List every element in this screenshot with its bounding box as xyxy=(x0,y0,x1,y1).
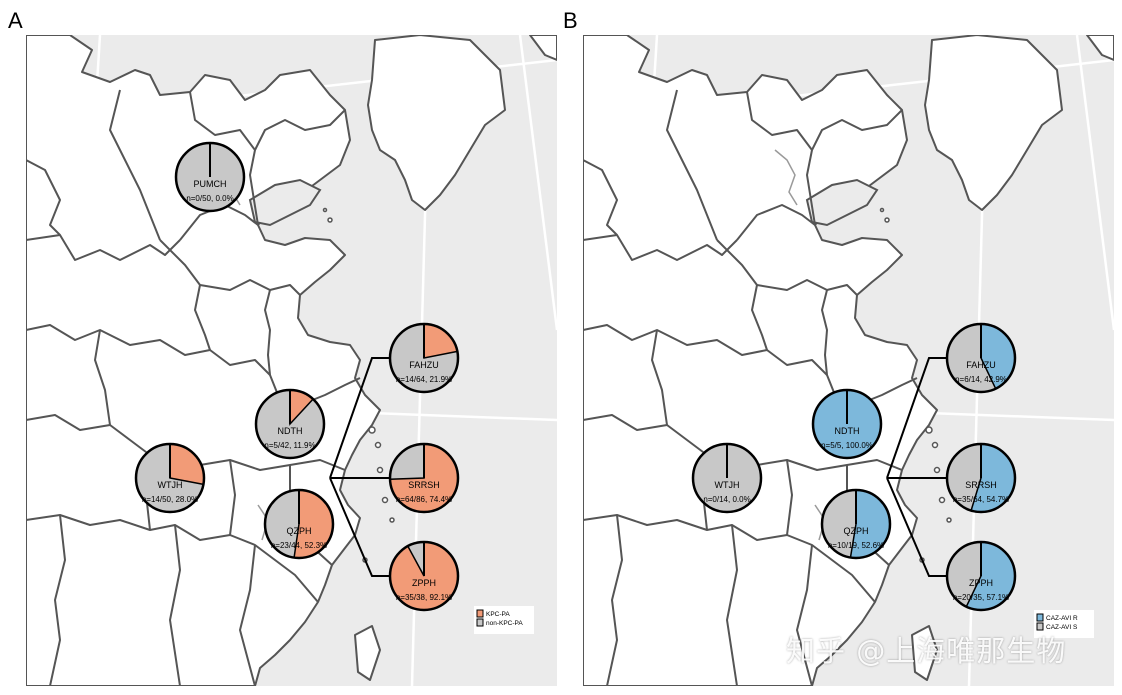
pie-zpph-panel-a: ZPPH n=35/38, 92.1% xyxy=(388,540,460,612)
legend-swatch xyxy=(476,618,484,627)
legend-label: CAZ-AVI S xyxy=(1046,624,1078,631)
legend-label: non-KPC-PA xyxy=(486,620,523,627)
panel-b-map xyxy=(583,35,1114,686)
pie-srrsh-panel-a: SRRSH n=64/86, 74.4% xyxy=(388,442,460,514)
pie-ndth-panel-a: NDTH n=5/42, 11.9% xyxy=(254,388,326,460)
pie-outline xyxy=(254,388,326,460)
pie-outline xyxy=(945,322,1017,394)
pie-site-stat: n=23/44, 52.3% xyxy=(271,541,327,550)
legend-label: CAZ-AVI R xyxy=(1046,615,1078,622)
pie-site-name: QZPH xyxy=(286,526,311,536)
legend-box xyxy=(1034,610,1094,638)
legend-swatch xyxy=(1036,613,1044,622)
legend-panel-a: KPC-PA non-KPC-PA xyxy=(474,606,534,634)
pie-outline xyxy=(174,141,246,213)
pie-site-name: NDTH xyxy=(278,426,303,436)
legend-panel-b: CAZ-AVI R CAZ-AVI S xyxy=(1034,610,1094,638)
panel-a-letter: A xyxy=(8,8,23,33)
pie-outline xyxy=(388,540,460,612)
pie-outline xyxy=(134,442,206,514)
pie-qzph-panel-b: QZPH n=10/19, 52.6% xyxy=(820,488,892,560)
pie-site-name: ZPPH xyxy=(969,578,993,588)
pie-outline xyxy=(263,488,335,560)
pie-site-name: WTJH xyxy=(158,480,183,490)
pie-site-name: SRRSH xyxy=(965,480,997,490)
pie-outline xyxy=(388,442,460,514)
pie-site-stat: n=0/50, 0.0% xyxy=(186,194,233,203)
pie-outline xyxy=(820,488,892,560)
pie-fahzu-panel-b: FAHZU n=6/14, 42.9% xyxy=(945,322,1017,394)
panel-a-map xyxy=(26,35,557,686)
pie-site-stat: n=35/64, 54.7% xyxy=(953,495,1009,504)
pie-site-stat: n=10/19, 52.6% xyxy=(828,541,884,550)
pie-site-stat: n=35/38, 92.1% xyxy=(396,593,452,602)
pie-site-name: SRRSH xyxy=(408,480,440,490)
pie-site-name: PUMCH xyxy=(194,179,227,189)
pie-site-name: QZPH xyxy=(843,526,868,536)
pie-site-stat: n=5/42, 11.9% xyxy=(264,441,315,450)
pie-site-name: NDTH xyxy=(835,426,860,436)
pie-ndth-panel-b: NDTH n=5/5, 100.0% xyxy=(811,388,883,460)
pie-site-stat: n=14/50, 28.0% xyxy=(142,495,198,504)
pie-outline xyxy=(388,322,460,394)
legend-label: KPC-PA xyxy=(486,611,510,618)
panel-a-connectors xyxy=(329,357,390,577)
pie-outline xyxy=(945,442,1017,514)
pie-site-name: WTJH xyxy=(715,480,740,490)
pie-pumch-panel-a: PUMCH n=0/50, 0.0% xyxy=(174,141,246,213)
pie-zpph-panel-b: ZPPH n=20/35, 57.1% xyxy=(945,540,1017,612)
pie-wtjh-panel-b: WTJH n=0/14, 0.0% xyxy=(691,442,763,514)
pie-site-name: ZPPH xyxy=(412,578,436,588)
pie-site-name: FAHZU xyxy=(409,360,439,370)
pie-outline xyxy=(691,442,763,514)
pie-site-stat: n=5/5, 100.0% xyxy=(821,441,873,450)
legend-swatch xyxy=(1036,622,1044,631)
legend-swatch xyxy=(476,609,484,618)
pie-site-stat: n=64/86, 74.4% xyxy=(396,495,452,504)
pie-site-stat: n=20/35, 57.1% xyxy=(953,593,1009,602)
panel-b-connectors xyxy=(886,357,947,577)
legend-box xyxy=(474,606,534,634)
pie-outline xyxy=(811,388,883,460)
watermark: 知乎 @上海唯那生物 xyxy=(786,634,1067,668)
pie-qzph-panel-a: QZPH n=23/44, 52.3% xyxy=(263,488,335,560)
pie-site-name: FAHZU xyxy=(966,360,996,370)
pie-fahzu-panel-a: FAHZU n=14/64, 21.9% xyxy=(388,322,460,394)
pie-site-stat: n=6/14, 42.9% xyxy=(955,375,1007,384)
pie-srrsh-panel-b: SRRSH n=35/64, 54.7% xyxy=(945,442,1017,514)
pie-site-stat: n=0/14, 0.0% xyxy=(703,495,750,504)
pie-wtjh-panel-a: WTJH n=14/50, 28.0% xyxy=(134,442,206,514)
panel-b-letter: B xyxy=(563,8,578,33)
pie-outline xyxy=(945,540,1017,612)
pie-site-stat: n=14/64, 21.9% xyxy=(396,375,452,384)
